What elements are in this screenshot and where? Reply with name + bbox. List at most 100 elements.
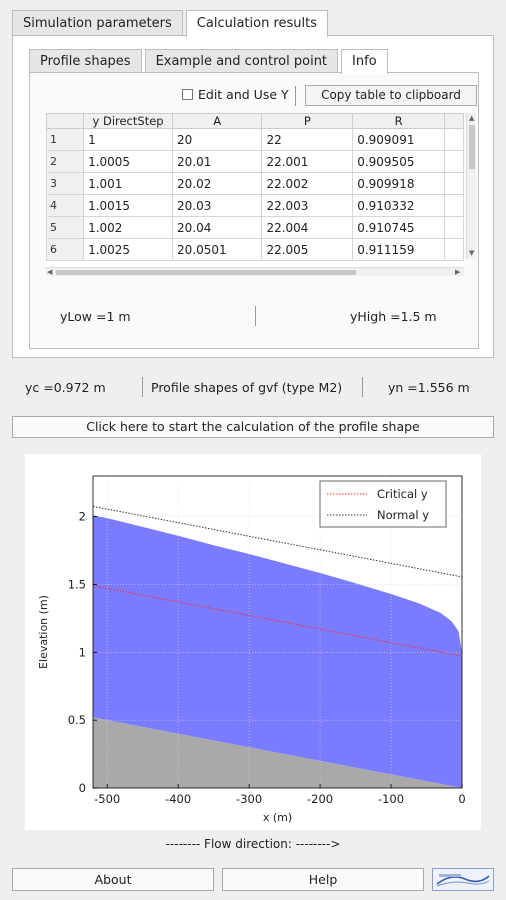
column-header[interactable]: P [261, 113, 354, 129]
y-tick-label: 0.5 [68, 713, 86, 727]
table-cell [444, 216, 464, 239]
yc-value: yc =0.972 m [25, 380, 106, 395]
table-cell[interactable]: 22 [261, 128, 354, 151]
table-cell[interactable]: 0.909505 [352, 150, 445, 173]
table-cell[interactable]: 20.02 [172, 172, 263, 195]
table-cell [444, 172, 464, 195]
table-row[interactable]: 2 1.0005 20.01 22.001 0.909505 [46, 150, 464, 173]
table-cell[interactable]: 0.909091 [352, 128, 445, 151]
tab-simulation-parameters[interactable]: Simulation parameters [12, 10, 183, 36]
app-logo[interactable] [432, 868, 494, 891]
scroll-down-icon[interactable]: ▼ [469, 249, 475, 257]
table-cell[interactable]: 20.03 [172, 194, 263, 217]
horizontal-scroll-thumb[interactable] [56, 270, 356, 275]
table-cell[interactable]: 1.0005 [83, 150, 174, 173]
edit-use-y-checkbox[interactable] [182, 89, 193, 100]
table-cell[interactable]: 0.909918 [352, 172, 445, 195]
row-number: 3 [46, 172, 85, 195]
table-cell[interactable]: 20.0501 [172, 238, 263, 261]
table-cell[interactable]: 1 [83, 128, 174, 151]
tab-info[interactable]: Info [341, 49, 388, 74]
y-tick-label: 1 [79, 645, 86, 659]
x-tick-label: -100 [378, 792, 404, 806]
table-vertical-scrollbar[interactable]: ▲ ▼ [466, 113, 476, 259]
water-area [93, 515, 462, 788]
help-button[interactable]: Help [222, 868, 424, 891]
table-cell [444, 128, 464, 151]
bed-area [93, 717, 462, 788]
copy-table-button[interactable]: Copy table to clipboard [305, 85, 477, 106]
scroll-right-icon[interactable]: ▶ [455, 268, 461, 276]
series-line-normal [92, 505, 463, 578]
table-cell[interactable]: 20.04 [172, 216, 263, 239]
column-header[interactable]: A [172, 113, 263, 129]
table-cell [444, 194, 464, 217]
table-cell[interactable]: 1.0025 [83, 238, 174, 261]
table-row[interactable]: 1 1 20 22 0.909091 [46, 128, 464, 151]
column-header[interactable]: y DirectStep [83, 113, 174, 129]
plot-frame [92, 475, 463, 789]
calculation-results-panel: Profile shapes Example and control point… [12, 35, 494, 358]
legend-label: Normal y [377, 508, 429, 522]
table-cell[interactable]: 20.01 [172, 150, 263, 173]
vertical-scroll-thumb[interactable] [469, 125, 475, 169]
tab-calculation-results[interactable]: Calculation results [185, 10, 329, 37]
column-header[interactable]: R [352, 113, 445, 129]
tab-example-control-point[interactable]: Example and control point [144, 49, 339, 73]
empty-header [444, 113, 464, 129]
legend-box [319, 480, 447, 528]
edit-use-y-row[interactable]: Edit and Use Y [182, 87, 289, 102]
table-cell[interactable]: 1.0015 [83, 194, 174, 217]
flow-direction-label: -------- Flow direction: --------> [165, 837, 341, 851]
table-cell[interactable]: 0.910745 [352, 216, 445, 239]
results-table[interactable]: y DirectStep A P R 1 1 20 22 0.909091 [46, 113, 464, 267]
separator [255, 306, 256, 326]
scroll-up-icon[interactable]: ▲ [469, 114, 475, 122]
start-calculation-button[interactable]: Click here to start the calculation of t… [12, 416, 494, 438]
table-cell[interactable]: 1.002 [83, 216, 174, 239]
series-line-critical [92, 585, 463, 657]
x-tick-label: 0 [458, 792, 465, 806]
table-cell [444, 150, 464, 173]
row-number: 2 [46, 150, 85, 173]
table-cell[interactable]: 1.001 [83, 172, 174, 195]
table-row[interactable]: 4 1.0015 20.03 22.003 0.910332 [46, 194, 464, 217]
legend-label: Critical y [377, 487, 428, 501]
table-horizontal-scrollbar[interactable]: ◀ ▶ [46, 267, 464, 276]
row-number: 4 [46, 194, 85, 217]
scroll-left-icon[interactable]: ◀ [47, 268, 53, 276]
separator [142, 377, 143, 397]
tab-profile-shapes[interactable]: Profile shapes [29, 49, 142, 73]
y-axis-label: Elevation (m) [37, 595, 50, 669]
row-number: 1 [46, 128, 85, 151]
profile-chart-svg: -500 -400 -300 -200 -100 0 0 0.5 1 1.5 2 x (m) Eleva… [37, 475, 466, 824]
x-tick-label: -400 [165, 792, 191, 806]
table-cell[interactable]: 20 [172, 128, 263, 151]
separator [362, 377, 363, 397]
about-button[interactable]: About [12, 868, 214, 891]
x-tick-label: -200 [307, 792, 333, 806]
table-cell[interactable]: 22.003 [261, 194, 354, 217]
table-cell[interactable]: 22.001 [261, 150, 354, 173]
table-cell [444, 238, 464, 261]
x-axis-label: x (m) [263, 811, 292, 824]
table-cell[interactable]: 22.002 [261, 172, 354, 195]
table-cell[interactable]: 0.910332 [352, 194, 445, 217]
y-tick-label: 0 [79, 781, 86, 795]
profile-type-label: Profile shapes of gvf (type M2) [151, 380, 343, 395]
inner-tabbar: Profile shapes Example and control point… [29, 49, 391, 74]
table-row[interactable]: 5 1.002 20.04 22.004 0.910745 [46, 216, 464, 239]
yn-value: yn =1.556 m [388, 380, 470, 395]
logo-icon [436, 874, 490, 887]
ylow-label: yLow =1 m [60, 309, 131, 324]
y-tick-label: 1.5 [68, 578, 86, 592]
table-cell[interactable]: 22.005 [261, 238, 354, 261]
row-number: 6 [46, 238, 85, 261]
table-row[interactable]: 3 1.001 20.02 22.002 0.909918 [46, 172, 464, 195]
table-cell[interactable]: 22.004 [261, 216, 354, 239]
x-tick-label: -500 [94, 792, 120, 806]
table-cell[interactable]: 0.911159 [352, 238, 445, 261]
top-tabbar: Simulation parameters Calculation result… [12, 10, 331, 37]
table-row[interactable]: 6 1.0025 20.0501 22.005 0.911159 [46, 238, 464, 261]
yhigh-label: yHigh =1.5 m [350, 309, 437, 324]
